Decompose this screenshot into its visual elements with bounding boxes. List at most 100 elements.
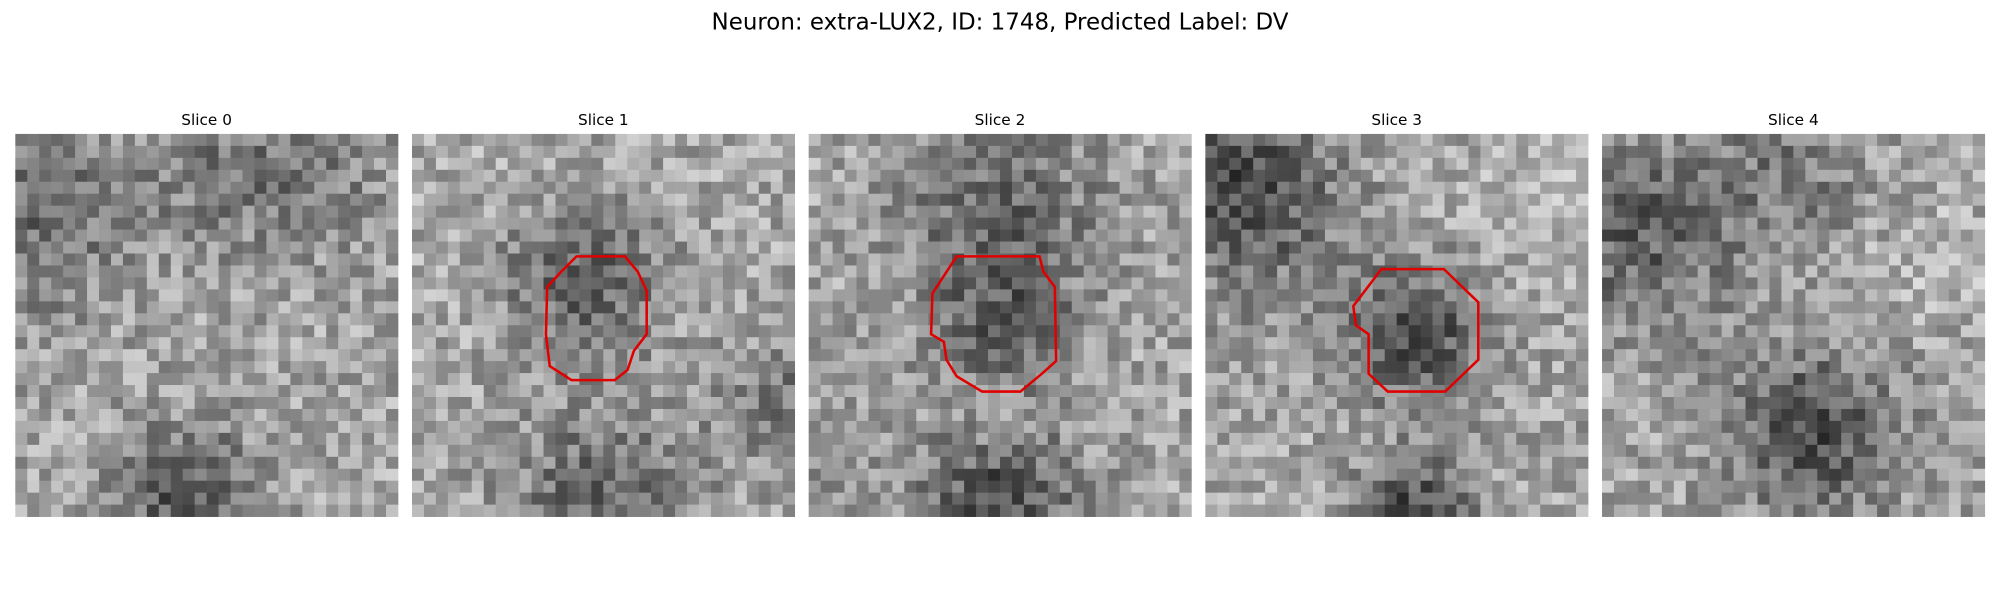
pixel (254, 504, 267, 517)
pixel (483, 145, 497, 159)
pixel (1059, 157, 1073, 171)
pixel (99, 133, 112, 147)
pixel (1241, 349, 1254, 362)
pixel (1613, 432, 1627, 446)
pixel (51, 504, 64, 517)
pixel (507, 145, 520, 159)
pixel (39, 456, 52, 470)
pixel (1205, 145, 1218, 159)
pixel (1793, 265, 1806, 278)
pixel (591, 468, 604, 482)
pixel (1167, 277, 1180, 290)
pixel (1877, 133, 1890, 147)
pixel (194, 468, 208, 482)
pixel (710, 133, 724, 147)
pixel (15, 241, 28, 254)
pixel (1685, 253, 1699, 266)
pixel (411, 349, 425, 362)
pixel (27, 456, 40, 470)
pixel (808, 301, 822, 314)
pixel (75, 456, 88, 470)
pixel (1301, 265, 1314, 278)
pixel (928, 468, 941, 482)
pixel (1241, 456, 1254, 470)
pixel (1900, 289, 1914, 302)
pixel (1047, 193, 1061, 207)
pixel (134, 193, 148, 207)
pixel (758, 361, 772, 374)
pixel (1709, 193, 1723, 207)
pixel (1936, 169, 1950, 183)
pixel (603, 408, 616, 422)
pixel (844, 444, 857, 458)
pixel (1107, 181, 1120, 195)
pixel (782, 181, 796, 195)
pixel (1829, 193, 1842, 207)
pixel (1011, 325, 1025, 338)
pixel (134, 241, 148, 254)
pixel (1444, 253, 1457, 266)
pixel (1841, 265, 1854, 278)
pixel (1131, 492, 1144, 506)
pixel (722, 289, 736, 302)
pixel (782, 432, 796, 446)
pixel (1083, 468, 1097, 482)
pixel (1853, 408, 1866, 422)
pixel (1709, 289, 1723, 302)
pixel (411, 229, 425, 242)
pixel (1444, 289, 1457, 302)
pixel (1000, 397, 1013, 410)
pixel (844, 349, 857, 362)
pixel (471, 241, 485, 254)
pixel (1637, 145, 1651, 159)
pixel (411, 301, 425, 314)
pixel (1960, 420, 1974, 434)
pixel (1047, 241, 1061, 254)
pixel (1685, 193, 1699, 207)
pixel (1205, 157, 1218, 171)
pixel (158, 385, 172, 398)
pixel (1649, 229, 1663, 242)
pixel (1059, 169, 1073, 183)
pixel (471, 468, 485, 482)
pixel (627, 408, 640, 422)
pixel (603, 361, 616, 374)
pixel (928, 169, 941, 183)
pixel (904, 313, 917, 326)
pixel (1564, 313, 1577, 326)
pixel (1841, 133, 1854, 147)
pixel (952, 385, 965, 398)
pixel (1119, 289, 1132, 302)
pixel (758, 241, 772, 254)
pixel (1649, 265, 1663, 278)
pixel (734, 456, 748, 470)
pixel (627, 193, 640, 207)
pixel (1384, 181, 1398, 195)
pixel (63, 337, 76, 350)
pixel (99, 265, 112, 278)
pixel (904, 420, 917, 434)
pixel (314, 193, 327, 207)
pixel (15, 408, 28, 422)
pixel (254, 229, 267, 242)
pixel (1757, 181, 1770, 195)
pixel (808, 492, 822, 506)
pixel (1709, 229, 1723, 242)
pixel (1972, 385, 1986, 398)
pixel (507, 325, 520, 338)
pixel (1253, 133, 1266, 147)
pixel (675, 385, 688, 398)
pixel (892, 504, 905, 517)
pixel (663, 277, 676, 290)
pixel (603, 265, 616, 278)
pixel (1685, 349, 1699, 362)
pixel (675, 349, 688, 362)
pixel (1336, 253, 1350, 266)
pixel (1865, 361, 1878, 374)
pixel (1456, 133, 1469, 147)
pixel (87, 373, 100, 386)
pixel (1625, 432, 1639, 446)
pixel (1528, 361, 1541, 374)
pixel (1960, 337, 1974, 350)
pixel (15, 444, 28, 458)
